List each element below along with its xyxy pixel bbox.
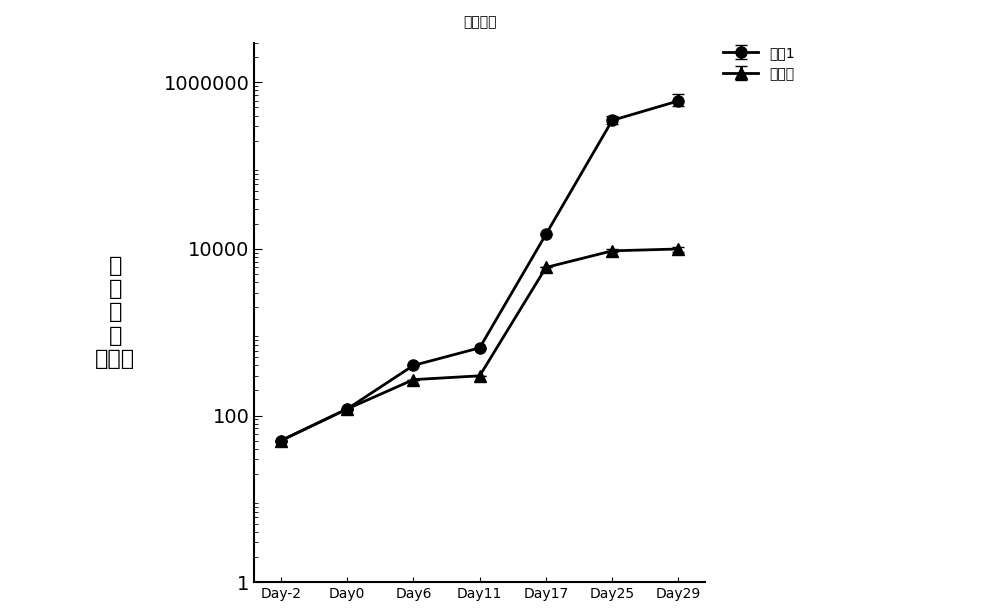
Title: 分化效率: 分化效率 <box>463 15 496 29</box>
Y-axis label: 细
胞
数
量
（万）: 细 胞 数 量 （万） <box>95 256 135 369</box>
Legend: 实例1, 对比组: 实例1, 对比组 <box>716 39 802 87</box>
